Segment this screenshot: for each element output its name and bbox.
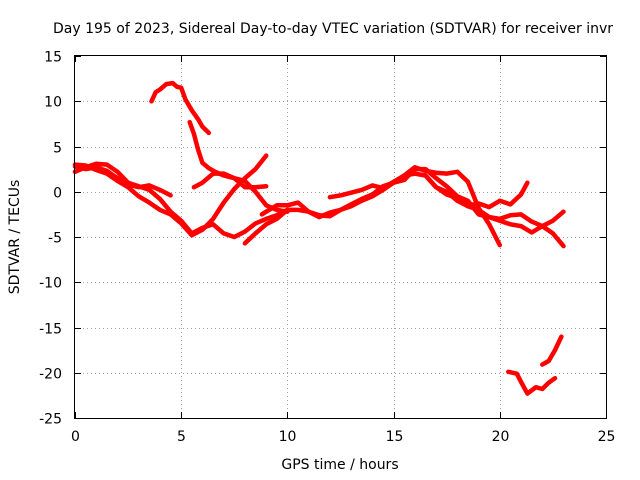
series-arc-10 <box>423 173 530 210</box>
y-tick-label: -15 <box>39 322 62 338</box>
x-tick-label: 25 <box>598 429 616 445</box>
y-tick-label: -20 <box>39 367 62 383</box>
x-axis-label: GPS time / hours <box>281 457 398 473</box>
y-tick-label: -25 <box>39 412 62 428</box>
series-arc-8 <box>259 171 566 249</box>
series-group <box>72 80 566 396</box>
grid <box>75 56 606 418</box>
y-axis-label: SDTVAR / TECUs <box>7 180 23 295</box>
series-arc-3 <box>72 153 269 238</box>
chart-title: Day 195 of 2023, Sidereal Day-to-day VTE… <box>53 21 613 37</box>
series-arc-9 <box>327 165 503 248</box>
x-tick-label: 5 <box>177 429 186 445</box>
x-tick-label: 10 <box>279 429 297 445</box>
y-tick-label: -10 <box>39 276 62 292</box>
series-arc-1 <box>72 164 173 198</box>
x-tick-label: 15 <box>386 429 404 445</box>
axis-ticks: 0 5 10 15 20 25 15 10 5 0 -5 -10 -15 -20 -25 <box>39 50 615 446</box>
series-arc-12 <box>540 334 564 367</box>
plot-frame <box>74 55 607 419</box>
series-arc-7 <box>242 166 566 246</box>
y-tick-label: -5 <box>48 231 62 247</box>
y-tick-label: 15 <box>44 50 62 66</box>
series-arc-5 <box>187 119 290 214</box>
x-tick-label: 20 <box>492 429 510 445</box>
y-tick-label: 5 <box>53 141 62 157</box>
y-tick-label: 0 <box>53 186 62 202</box>
series-arc-4 <box>149 80 212 136</box>
y-tick-label: 10 <box>44 95 62 111</box>
x-tick-label: 0 <box>71 429 80 445</box>
series-arc-6 <box>191 171 269 190</box>
series-arc-11 <box>506 369 558 396</box>
